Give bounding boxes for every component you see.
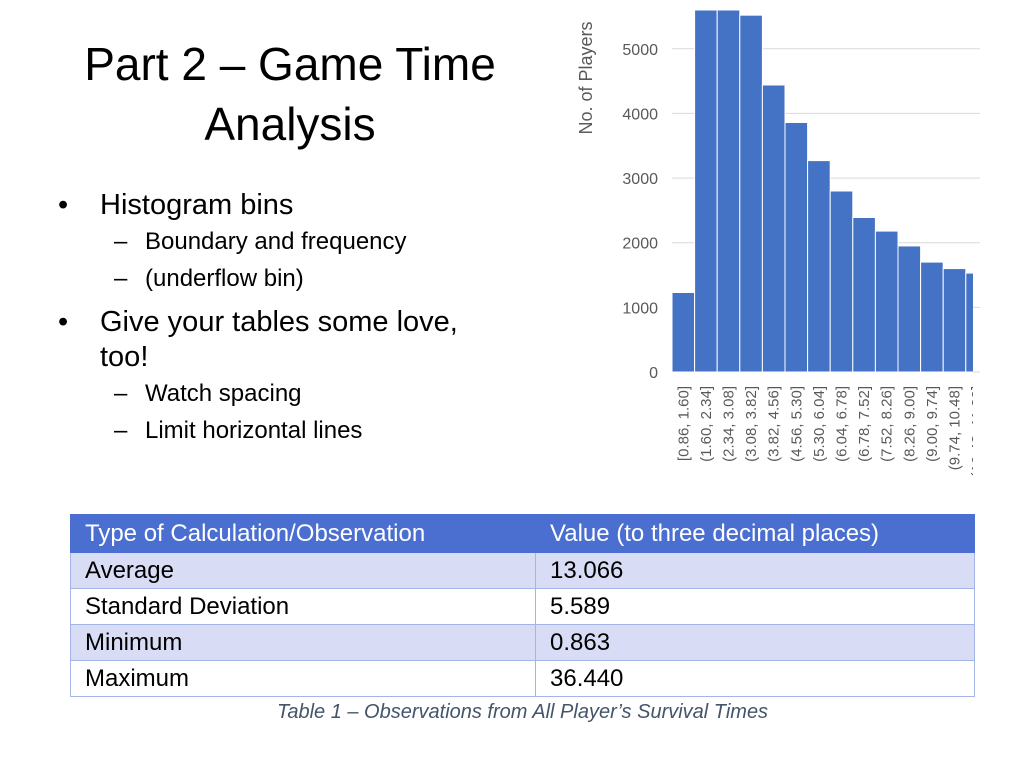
- bullet-tables-love-line-1: Give your tables some love,: [100, 306, 458, 338]
- x-tick-label: (9.74, 10.48]: [947, 386, 964, 470]
- row-label: Standard Deviation: [70, 588, 536, 625]
- sub-bullet-underflow-bin: (underflow bin): [58, 260, 528, 297]
- table-row: Maximum 36.440: [70, 660, 975, 697]
- sub-bullet-limit-lines: Limit horizontal lines: [58, 412, 528, 449]
- bullet-tables-love-line-2: too!: [100, 341, 149, 373]
- row-value: 5.589: [535, 588, 975, 625]
- table-row: Average 13.066: [70, 552, 975, 589]
- y-tick-label: 2000: [622, 236, 658, 253]
- sub-bullet-watch-spacing: Watch spacing: [58, 375, 528, 412]
- table-caption: Table 1 – Observations from All Player’s…: [276, 701, 769, 723]
- slide-title-line-1: Part 2 – Game Time: [84, 38, 496, 90]
- x-tick-label: (3.08, 3.82]: [743, 386, 760, 462]
- x-tick-label: (8.26, 9.00]: [901, 386, 918, 462]
- histogram-bar: [965, 272, 973, 373]
- histogram-bar: [761, 84, 786, 373]
- table-row: Minimum 0.863: [70, 624, 975, 661]
- x-tick-label: (9.00, 9.74]: [924, 386, 941, 462]
- x-tick-label: [0.86, 1.60]: [675, 386, 692, 461]
- histogram-bar: [829, 190, 854, 373]
- histogram-bar: [671, 291, 696, 373]
- table-header-row: Type of Calculation/Observation Value (t…: [70, 514, 975, 553]
- row-value: 36.440: [535, 660, 975, 697]
- x-tick-label: (1.60, 2.34]: [698, 386, 715, 462]
- row-value: 13.066: [535, 552, 975, 589]
- sub-bullet-boundary-frequency: Boundary and frequency: [58, 223, 528, 260]
- x-tick-label: (4.56, 5.30]: [788, 386, 805, 462]
- histogram-bar: [874, 230, 899, 373]
- histogram-bar: [920, 261, 944, 373]
- row-label: Maximum: [70, 660, 536, 697]
- slide-title-line-2: Analysis: [204, 98, 376, 150]
- bullet-list: Histogram bins Boundary and frequency (u…: [58, 180, 528, 449]
- histogram-bar: [897, 245, 922, 373]
- histogram-bar: [739, 14, 763, 373]
- x-tick-label: (3.82, 4.56]: [766, 386, 783, 462]
- histogram-chart: No. of Players 0 1000 2000 3000 4000 5000 [0.…: [576, 9, 986, 477]
- y-axis-label: No. of Players: [576, 21, 596, 134]
- bullet-histogram-bins: Histogram bins: [58, 188, 528, 223]
- table-row: Standard Deviation 5.589: [70, 588, 975, 625]
- bullet-tables-love: Give your tables some love, too!: [58, 305, 528, 375]
- histogram-bar: [784, 121, 809, 373]
- header-value: Value (to three decimal places): [535, 514, 975, 553]
- header-type: Type of Calculation/Observation: [70, 514, 536, 553]
- x-tick-label: (6.78, 7.52]: [856, 386, 873, 462]
- histogram-bar: [942, 268, 967, 373]
- slide-title: Part 2 – Game Time Analysis: [40, 34, 540, 154]
- row-value: 0.863: [535, 624, 975, 661]
- histogram-bar: [852, 217, 876, 373]
- x-tick-label: (2.34, 3.08]: [721, 386, 738, 462]
- y-tick-label: 4000: [622, 106, 658, 123]
- histogram-bar: [694, 9, 718, 373]
- y-tick-label: 3000: [622, 171, 658, 188]
- row-label: Minimum: [70, 624, 536, 661]
- y-tick-label: 0: [649, 365, 658, 382]
- row-label: Average: [70, 552, 536, 589]
- histogram-bar: [716, 9, 741, 373]
- y-tick-label: 5000: [622, 42, 658, 59]
- x-tick-label: (5.30, 6.04]: [811, 386, 828, 462]
- x-tick-label: (7.52, 8.26]: [879, 386, 896, 462]
- x-tick-label: (6.04, 6.78]: [834, 386, 851, 462]
- stats-table: Type of Calculation/Observation Value (t…: [70, 514, 975, 697]
- y-tick-label: 1000: [622, 300, 658, 317]
- histogram-bar: [807, 160, 831, 373]
- x-tick-label: (10.48, 11.22]: [969, 386, 986, 477]
